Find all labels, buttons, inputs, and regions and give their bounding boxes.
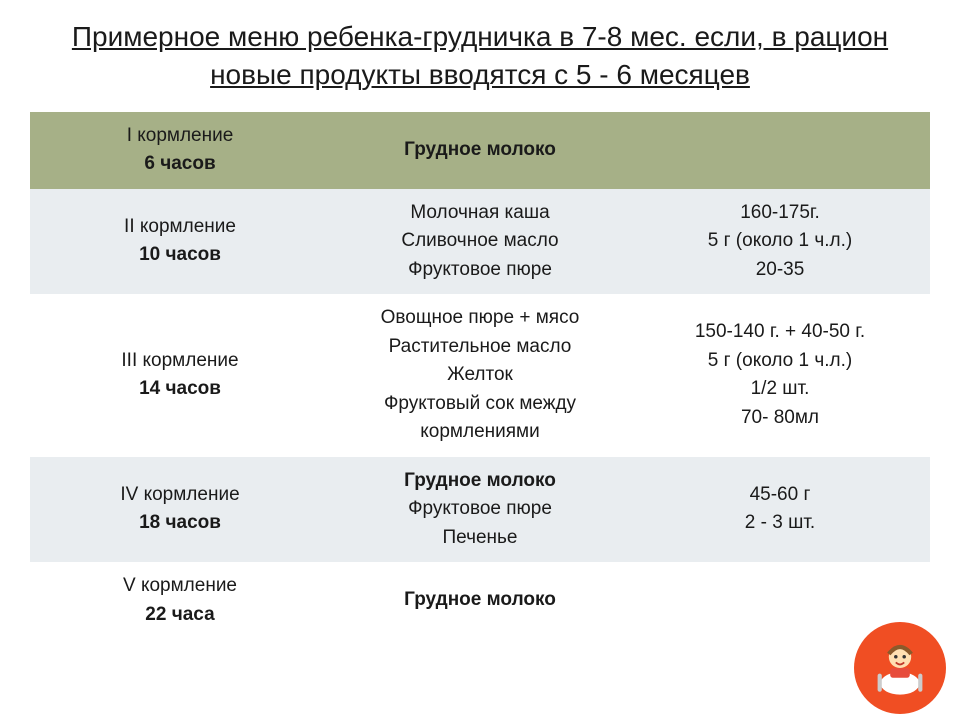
food-item: Растительное масло [338,333,622,362]
feeding-hour: 18 часов [38,509,322,538]
table-row: V кормление22 часа Грудное молоко [30,562,930,639]
feeding-number: II кормление [38,213,322,242]
quantity-item: 5 г (около 1 ч.л.) [638,347,922,376]
quantity-item: 1/2 шт. [638,375,922,404]
quantity-item: 20-35 [638,256,922,285]
cell-food: Овощное пюре + мясоРастительное маслоЖел… [330,294,630,457]
food-item: Печенье [338,524,622,553]
food-item: Овощное пюре + мясо [338,304,622,333]
food-item: Грудное молоко [338,586,622,615]
table-row: IV кормление18 часовГрудное молокоФрукто… [30,457,930,563]
cell-quantity [630,112,930,189]
quantity-item: 150-140 г. + 40-50 г. [638,318,922,347]
cell-food: Молочная кашаСливочное маслоФруктовое пю… [330,189,630,295]
food-item: Фруктовый сок между кормлениями [338,390,622,447]
feeding-number: V кормление [38,572,322,601]
food-item: Фруктовое пюре [338,256,622,285]
feeding-schedule-table: I кормление6 часов Грудное молоко II кормл… [30,112,930,640]
feeding-hour: 6 часов [38,150,322,179]
table-body: I кормление6 часов Грудное молоко II кормл… [30,112,930,640]
cell-time: I кормление6 часов [30,112,330,189]
cell-food: Грудное молоко [330,562,630,639]
page-title: Примерное меню ребенка-грудничка в 7-8 м… [0,0,960,104]
cell-time: V кормление22 часа [30,562,330,639]
feeding-hour: 14 часов [38,375,322,404]
quantity-item: 2 - 3 шт. [638,509,922,538]
cell-food: Грудное молокоФруктовое пюреПеченье [330,457,630,563]
table-row: III кормление14 часовОвощное пюре + мясо… [30,294,930,457]
feeding-hour: 10 часов [38,241,322,270]
feeding-number: IV кормление [38,481,322,510]
cell-quantity: 45-60 г2 - 3 шт. [630,457,930,563]
cell-quantity: 150-140 г. + 40-50 г.5 г (около 1 ч.л.)1… [630,294,930,457]
feeding-hour: 22 часа [38,601,322,630]
food-item: Сливочное масло [338,227,622,256]
feeding-number: III кормление [38,347,322,376]
quantity-item: 45-60 г [638,481,922,510]
food-item: Грудное молоко [338,136,622,165]
cell-time: III кормление14 часов [30,294,330,457]
table-row: I кормление6 часов Грудное молоко [30,112,930,189]
decorative-badge [854,622,946,714]
cell-time: II кормление10 часов [30,189,330,295]
quantity-item: 5 г (около 1 ч.л.) [638,227,922,256]
child-eating-icon [865,633,935,703]
food-item: Молочная каша [338,199,622,228]
cell-quantity: 160-175г.5 г (около 1 ч.л.)20-35 [630,189,930,295]
food-item: Грудное молоко [338,467,622,496]
cell-food: Грудное молоко [330,112,630,189]
cell-time: IV кормление18 часов [30,457,330,563]
quantity-item: 160-175г. [638,199,922,228]
table-row: II кормление10 часовМолочная кашаСливочн… [30,189,930,295]
food-item: Фруктовое пюре [338,495,622,524]
quantity-item: 70- 80мл [638,404,922,433]
food-item: Желток [338,361,622,390]
feeding-number: I кормление [38,122,322,151]
